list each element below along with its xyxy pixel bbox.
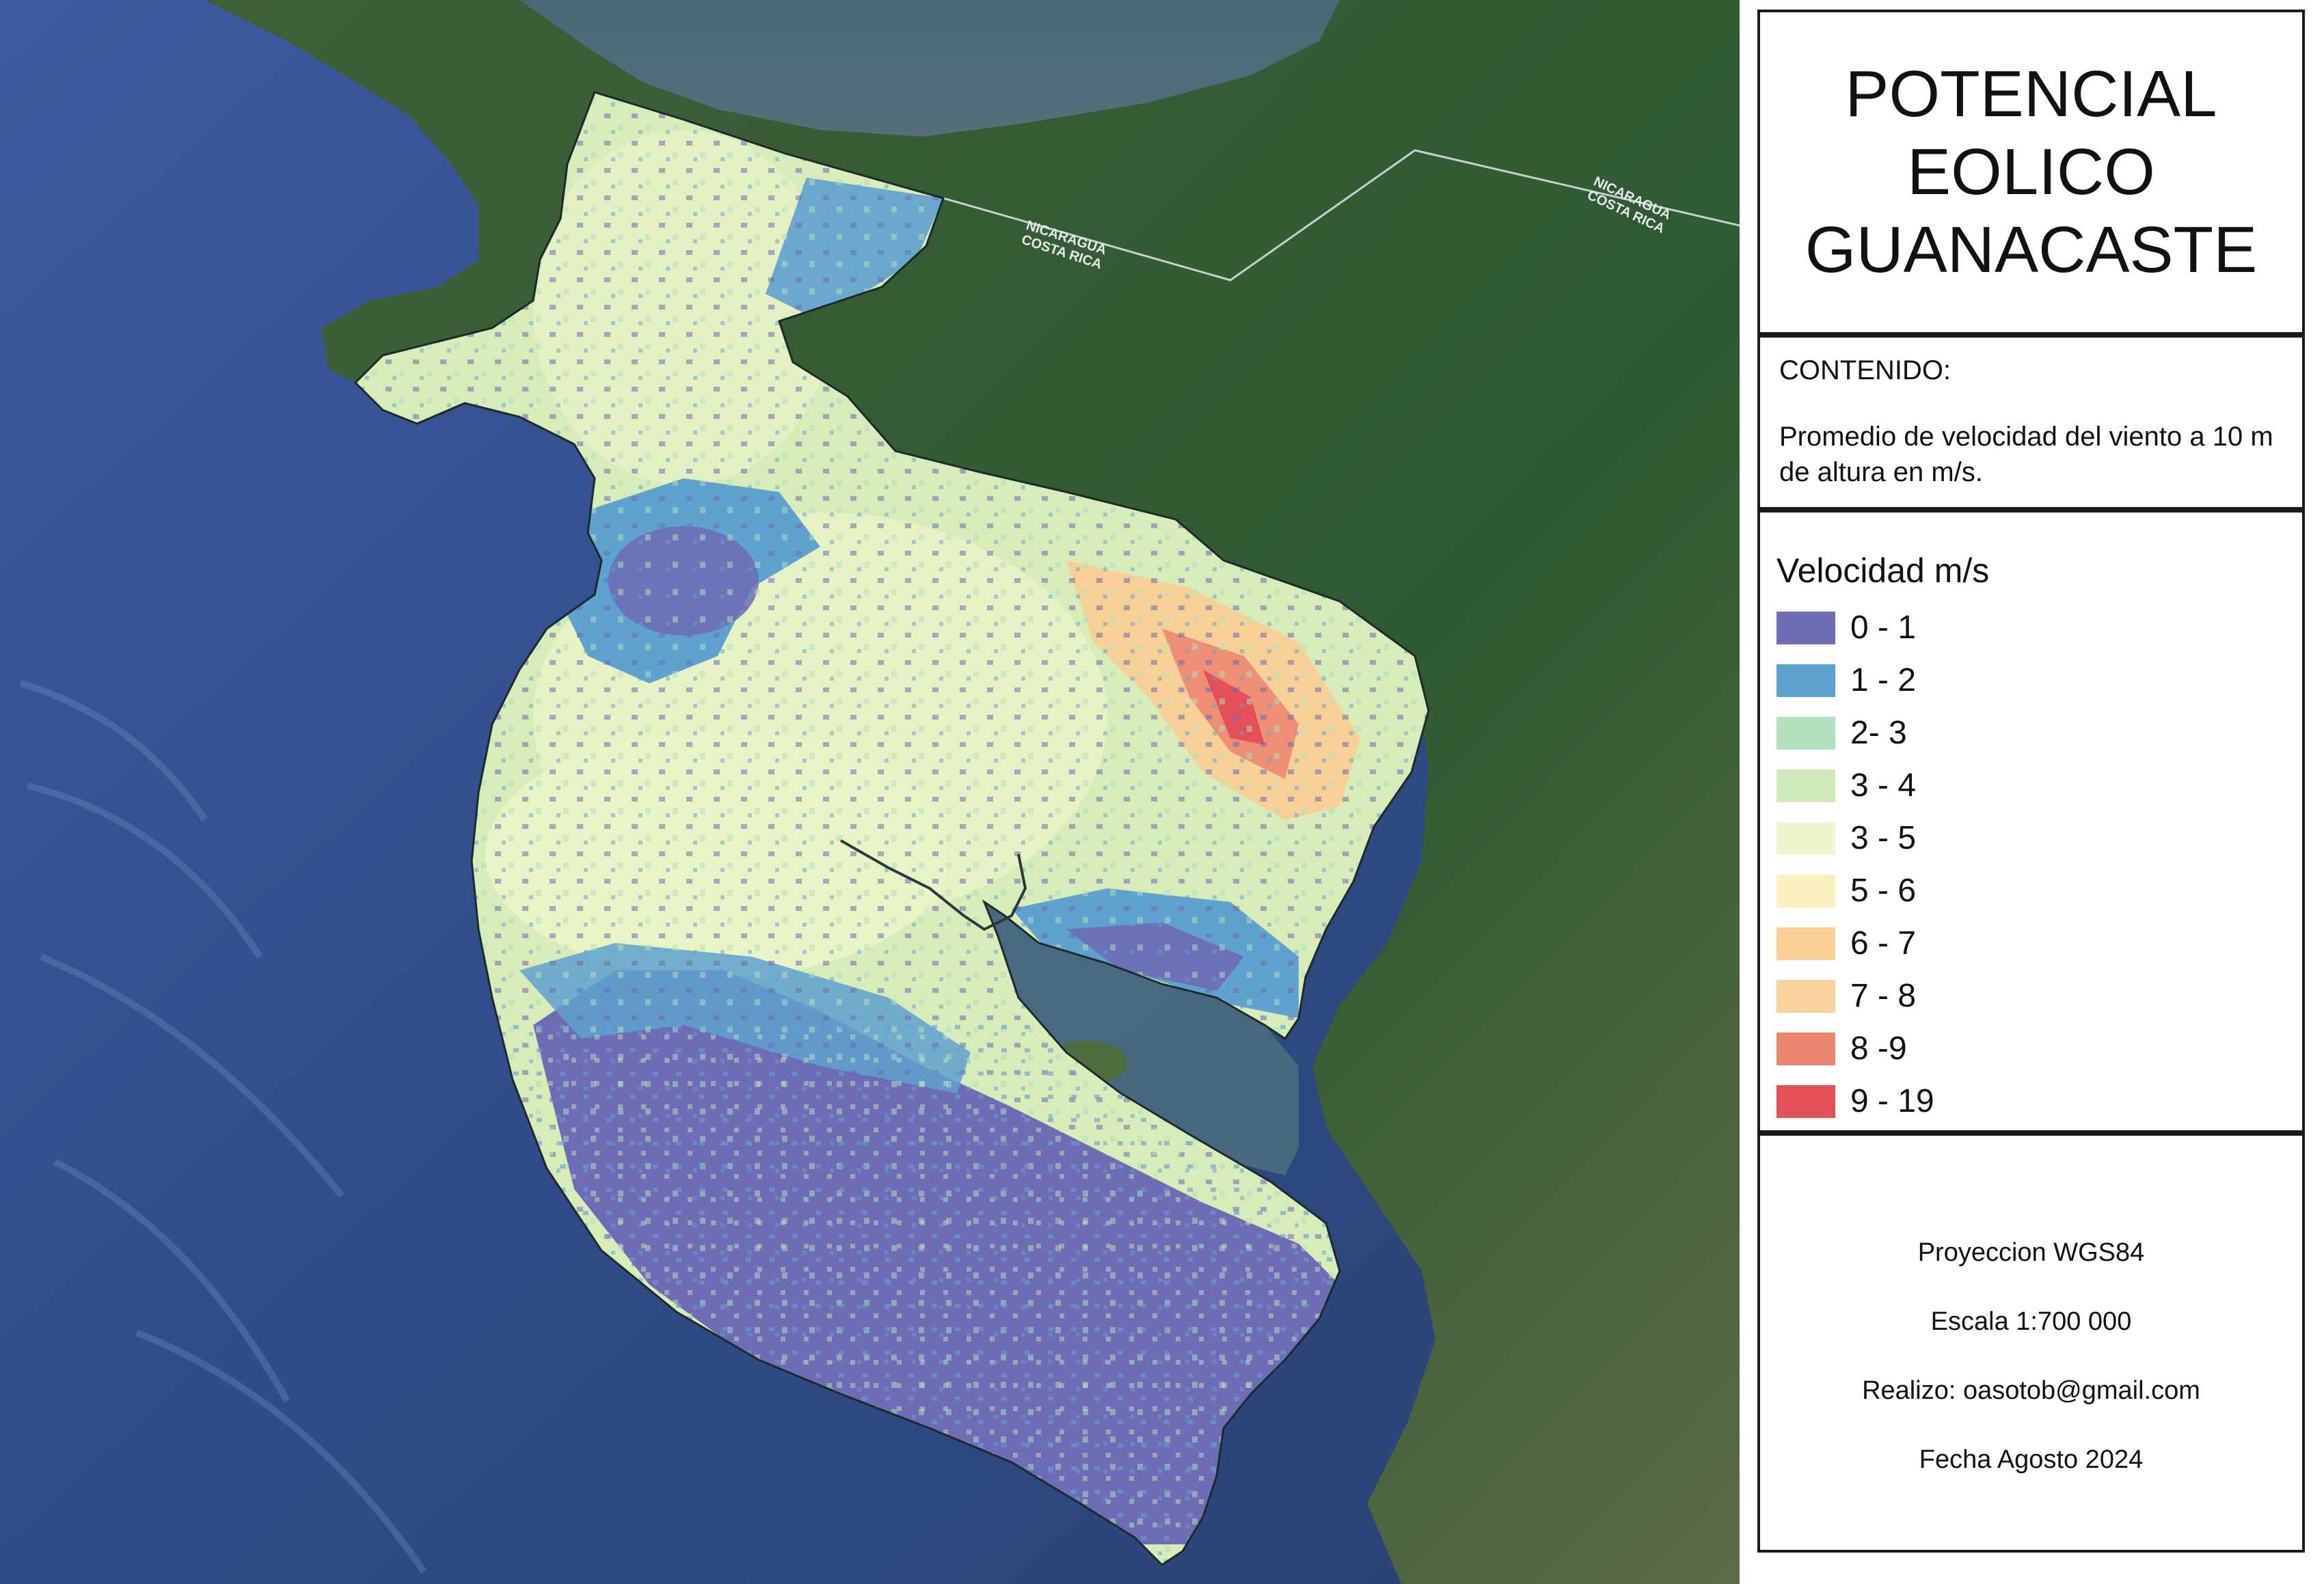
legend-item: 3 - 5 bbox=[1776, 812, 2302, 864]
author-text: Realizo: oasotob@gmail.com bbox=[1862, 1376, 2200, 1405]
legend-title: Velocidad m/s bbox=[1776, 551, 1990, 590]
map-canvas: NICARAGUACOSTA RICA NICARAGUACOSTA RICA bbox=[0, 0, 1740, 1584]
legend-swatch bbox=[1776, 821, 1835, 855]
legend-item: 2- 3 bbox=[1776, 707, 2302, 759]
legend-item: 3 - 4 bbox=[1776, 759, 2302, 812]
legend-label: 3 - 5 bbox=[1850, 820, 1917, 856]
legend-label: 7 - 8 bbox=[1850, 978, 1917, 1014]
legend-swatch bbox=[1776, 1084, 1835, 1118]
map-title: POTENCIAL EOLICO GUANACASTE bbox=[1805, 57, 2258, 286]
legend-swatch bbox=[1776, 927, 1835, 960]
legend-item: 0 - 1 bbox=[1776, 601, 2302, 654]
legend-swatch bbox=[1776, 716, 1835, 750]
legend-label: 2- 3 bbox=[1850, 715, 1907, 751]
legend-swatch bbox=[1776, 664, 1835, 697]
legend-item: 9 - 19 bbox=[1776, 1075, 2302, 1128]
legend-swatch bbox=[1776, 979, 1835, 1013]
title-box: POTENCIAL EOLICO GUANACASTE bbox=[1757, 10, 2305, 335]
gulf-of-nicoya bbox=[984, 902, 1299, 1175]
legend-item: 8 -9 bbox=[1776, 1022, 2302, 1075]
legend-item: 7 - 8 bbox=[1776, 970, 2302, 1022]
guanacaste-outline bbox=[353, 91, 1430, 1566]
metadata-box: Proyeccion WGS84 Escala 1:700 000 Realiz… bbox=[1757, 1133, 2305, 1553]
legend-label: 5 - 6 bbox=[1850, 873, 1917, 909]
mainland bbox=[205, 0, 1740, 1584]
projection-text: Proyeccion WGS84 bbox=[1917, 1238, 2145, 1267]
map-frame[interactable]: NICARAGUACOSTA RICA NICARAGUACOSTA RICA bbox=[0, 0, 1740, 1584]
legend-item: 6 - 7 bbox=[1776, 917, 2302, 970]
content-heading: CONTENIDO: bbox=[1779, 355, 1951, 385]
legend-swatch bbox=[1776, 769, 1835, 802]
legend-list: 0 - 1 1 - 2 2- 3 3 - 4 3 - 5 5 - 6 6 - 7 7 - 8 8… bbox=[1776, 601, 2302, 1128]
legend-box: Velocidad m/s 0 - 1 1 - 2 2- 3 3 - 4 3 - 5 5 … bbox=[1757, 510, 2305, 1133]
legend-swatch bbox=[1776, 611, 1835, 644]
legend-label: 0 - 1 bbox=[1850, 610, 1917, 646]
date-text: Fecha Agosto 2024 bbox=[1919, 1445, 2144, 1474]
map-sidebar-panel: POTENCIAL EOLICO GUANACASTE CONTENIDO: P… bbox=[1740, 0, 2324, 1584]
scale-text: Escala 1:700 000 bbox=[1930, 1307, 2132, 1336]
content-description: Promedio de velocidad del viento a 10 m … bbox=[1779, 422, 2273, 487]
lake-nicaragua bbox=[519, 0, 1340, 137]
legend-label: 8 -9 bbox=[1850, 1030, 1907, 1067]
tempisque-river bbox=[840, 839, 1027, 931]
legend-swatch bbox=[1776, 874, 1835, 907]
legend-item: 1 - 2 bbox=[1776, 654, 2302, 707]
legend-swatch bbox=[1776, 1032, 1835, 1065]
legend-label: 9 - 19 bbox=[1850, 1083, 1934, 1119]
legend-item: 5 - 6 bbox=[1776, 864, 2302, 917]
content-box: CONTENIDO: Promedio de velocidad del vie… bbox=[1757, 335, 2305, 510]
ocean-relief bbox=[19, 680, 427, 1574]
legend-label: 1 - 2 bbox=[1850, 662, 1917, 698]
country-border-line bbox=[943, 149, 1740, 282]
legend-label: 3 - 4 bbox=[1850, 767, 1917, 804]
legend-label: 6 - 7 bbox=[1850, 925, 1917, 961]
